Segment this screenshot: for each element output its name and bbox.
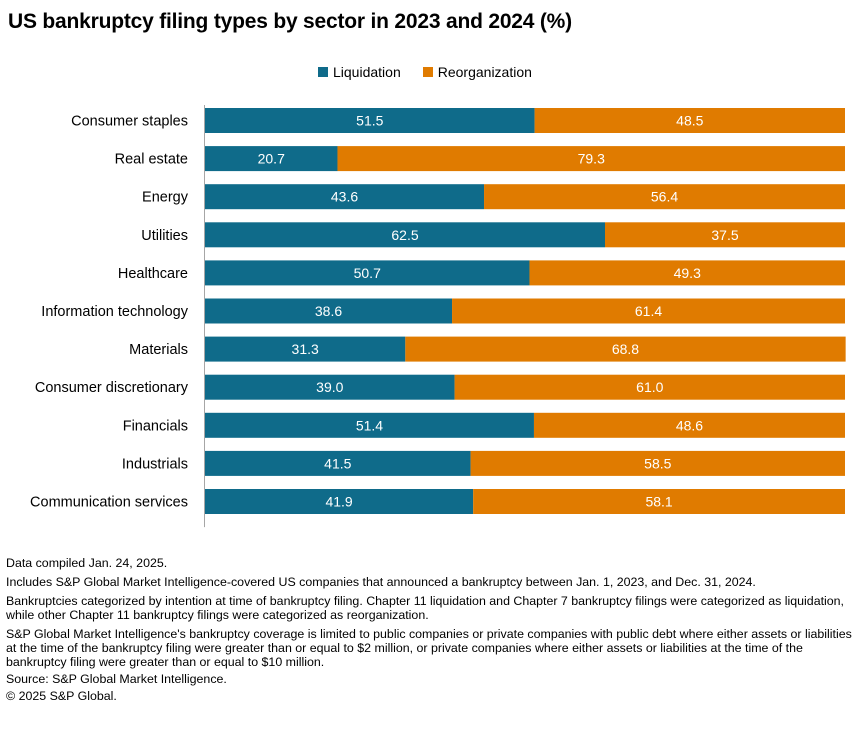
legend-swatch-liquidation — [318, 67, 328, 77]
category-label: Utilities — [141, 228, 188, 244]
data-label-reorganization: 58.1 — [645, 494, 672, 510]
legend-swatch-reorganization — [422, 67, 433, 77]
legend-item-reorganization: Reorganization — [422, 64, 532, 80]
category-label: Materials — [129, 342, 188, 358]
data-label-liquidation: 31.3 — [292, 341, 319, 357]
note-categorization: Bankruptcies categorized by intention at… — [6, 594, 845, 622]
data-label-reorganization: 58.5 — [644, 455, 671, 471]
category-label: Consumer discretionary — [35, 380, 189, 396]
data-label-reorganization: 79.3 — [578, 151, 605, 167]
chart-title: US bankruptcy filing types by sector in … — [8, 10, 572, 33]
data-label-reorganization: 61.0 — [636, 379, 663, 395]
legend-label-reorganization: Reorganization — [437, 64, 532, 80]
note-date: Data compiled Jan. 24, 2025. — [6, 556, 168, 570]
data-label-reorganization: 49.3 — [674, 265, 701, 281]
bar-liquidation — [205, 260, 530, 286]
chart-notes: Data compiled Jan. 24, 2025. Includes S&… — [6, 556, 856, 708]
bar-reorganization — [454, 374, 845, 400]
bar-reorganization — [605, 222, 845, 248]
bar-liquidation — [205, 450, 471, 476]
bar-liquidation — [205, 374, 455, 400]
note-scope: S&P Global Market Intelligence's bankrup… — [6, 627, 852, 669]
data-label-liquidation: 39.0 — [316, 379, 343, 395]
note-source: Source: S&P Global Market Intelligence. — [6, 672, 227, 686]
bar-reorganization — [534, 108, 845, 133]
data-label-liquidation: 41.5 — [324, 455, 351, 471]
category-label: Real estate — [115, 152, 188, 168]
legend: Liquidation Reorganization — [318, 64, 554, 80]
data-label-liquidation: 41.9 — [325, 494, 352, 510]
note-coverage: Includes S&P Global Market Intelligence-… — [6, 575, 756, 589]
bar-reorganization — [452, 298, 845, 324]
bar-reorganization — [529, 260, 845, 286]
data-label-reorganization: 37.5 — [711, 227, 738, 243]
category-label: Healthcare — [118, 266, 188, 282]
category-label: Industrials — [122, 456, 188, 472]
data-label-liquidation: 62.5 — [391, 227, 418, 243]
bar-liquidation — [205, 489, 474, 514]
data-label-liquidation: 50.7 — [354, 265, 381, 281]
note-copyright: © 2025 S&P Global. — [6, 689, 117, 703]
data-label-reorganization: 61.4 — [635, 303, 662, 319]
data-label-reorganization: 68.8 — [612, 341, 639, 357]
bar-chart: Consumer staples 51.5 48.5 Real estate 20.7 7… — [30, 105, 846, 528]
category-label: Consumer staples — [71, 114, 188, 130]
legend-item-liquidation: Liquidation — [318, 64, 401, 80]
bar-liquidation — [205, 108, 535, 133]
category-label: Financials — [123, 418, 188, 434]
category-label: Information technology — [41, 304, 188, 320]
bar-reorganization — [533, 412, 845, 438]
legend-label-liquidation: Liquidation — [333, 64, 401, 80]
data-label-liquidation: 38.6 — [315, 303, 342, 319]
data-label-liquidation: 51.4 — [356, 417, 383, 433]
bar-liquidation — [205, 146, 338, 172]
bar-liquidation — [205, 222, 605, 248]
bar-reorganization — [405, 336, 846, 362]
data-label-liquidation: 51.5 — [356, 113, 383, 129]
bar-reorganization — [337, 146, 845, 172]
category-label: Energy — [142, 190, 189, 206]
data-label-reorganization: 56.4 — [651, 189, 678, 205]
data-label-reorganization: 48.6 — [676, 417, 703, 433]
bar-reorganization — [470, 450, 845, 476]
bar-liquidation — [205, 184, 485, 210]
category-label: Communication services — [30, 495, 188, 511]
data-label-liquidation: 20.7 — [258, 151, 285, 167]
bar-reorganization — [484, 184, 845, 210]
bar-liquidation — [205, 298, 453, 324]
data-label-reorganization: 48.5 — [676, 113, 703, 129]
bar-liquidation — [205, 412, 534, 438]
data-label-liquidation: 43.6 — [331, 189, 358, 205]
bar-liquidation — [205, 336, 406, 362]
bar-reorganization — [473, 489, 845, 514]
